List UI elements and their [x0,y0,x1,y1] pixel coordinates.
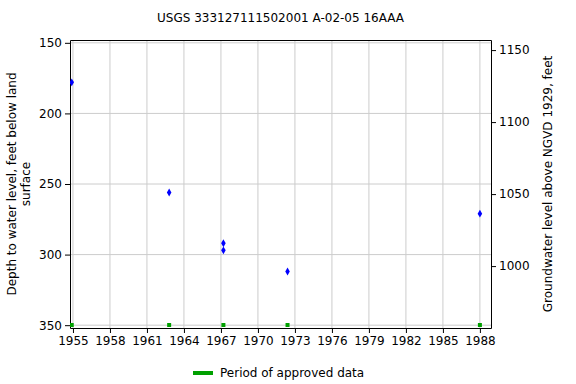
tick-label: 1964 [169,334,200,348]
grid [70,40,491,328]
tick: 1985 [428,328,459,348]
tick-mark [491,266,496,267]
tick-mark [332,328,333,333]
y-axis-title: Depth to water level, feet below landsur… [5,72,33,295]
tick-mark [295,328,296,333]
grid-line [70,254,491,255]
y-axis-title-line: Depth to water level, feet below land [5,72,19,295]
tick-mark [65,255,70,256]
tick: 200 [39,107,70,121]
approved-period [478,323,482,327]
tick-label: 1973 [280,334,311,348]
tick-label: 1982 [391,334,422,348]
tick-mark [65,184,70,185]
tick-label: 1970 [243,334,274,348]
axis-line [71,40,492,41]
tick-mark [369,328,370,333]
tick-label: 1150 [499,43,530,57]
tick: 1967 [206,328,237,348]
tick: 1958 [95,328,126,348]
tick: 1982 [391,328,422,348]
tick-mark [73,328,74,333]
tick: 1976 [317,328,348,348]
tick-label: 350 [39,319,62,333]
tick: 1988 [465,328,496,348]
tick-label: 250 [39,177,62,191]
tick-label: 1000 [499,259,530,273]
grid-line [70,325,491,326]
tick-label: 1988 [465,334,496,348]
tick-mark [184,328,185,333]
y2-axis-title: Groundwater level above NGVD 1929, feet [541,55,555,312]
tick-mark [221,328,222,333]
tick: 1000 [491,259,530,273]
approved-period [167,323,171,327]
tick-mark [491,194,496,195]
tick: 150 [39,36,70,50]
tick-mark [65,43,70,44]
axis-line [491,41,492,329]
tick-label: 150 [39,36,62,50]
tick-mark [406,328,407,333]
point [285,268,290,276]
tick: 1979 [354,328,385,348]
marks [70,78,482,327]
tick-label: 1958 [95,334,126,348]
legend-swatch [193,371,213,375]
tick: 1955 [58,328,89,348]
chart: 1955 1958 1961 1964 1967 1970 1973 1976 1979 1982… [0,0,576,384]
grid-line [70,184,491,185]
tick-label: 1961 [132,334,163,348]
point [70,78,74,86]
tick: 1100 [491,115,530,129]
tick-mark [491,122,496,123]
point [221,239,226,247]
tick: 350 [39,319,70,333]
tick-label: 1967 [206,334,237,348]
tick: 300 [39,248,70,262]
tick-mark [65,325,70,326]
tick: 1961 [132,328,163,348]
grid-line [70,113,491,114]
point [478,210,483,218]
x-axis: 1955 1958 1961 1964 1967 1970 1973 1976 1979 1982… [58,328,495,348]
title: USGS 333127111502001 A-02-05 16AAA [157,11,405,25]
tick-mark [258,328,259,333]
tick-mark [110,328,111,333]
tick-mark [443,328,444,333]
approved-period [221,323,225,327]
frame-top [71,40,492,41]
tick-label: 1976 [317,334,348,348]
plot: 1955 1958 1961 1964 1967 1970 1973 1976 1979 1982… [39,36,529,347]
tick-label: 1979 [354,334,385,348]
tick-label: 1955 [58,334,89,348]
legend-label: Period of approved data [220,366,364,380]
tick: 1964 [169,328,200,348]
y-axis: 150 200 250 300 350 [39,36,70,332]
tick-label: 1985 [428,334,459,348]
tick: 1150 [491,43,530,57]
tick-label: 200 [39,107,62,121]
y2-axis: 1000 1050 1100 1150 [491,41,530,329]
tick-mark [65,113,70,114]
point [167,189,172,197]
tick-label: 1100 [499,115,530,129]
legend: Period of approved data [193,366,364,380]
y-axis-title-line: surface [19,162,33,206]
approved-period [70,323,74,327]
tick-label: 300 [39,248,62,262]
tick: 1050 [491,187,530,201]
approved-period [286,323,290,327]
tick-label: 1050 [499,187,530,201]
grid-line [70,42,491,43]
tick: 250 [39,177,70,191]
tick: 1973 [280,328,311,348]
axis-line [71,328,492,329]
tick-mark [480,328,481,333]
tick-mark [147,328,148,333]
point [221,246,226,254]
tick-mark [491,50,496,51]
tick: 1970 [243,328,274,348]
